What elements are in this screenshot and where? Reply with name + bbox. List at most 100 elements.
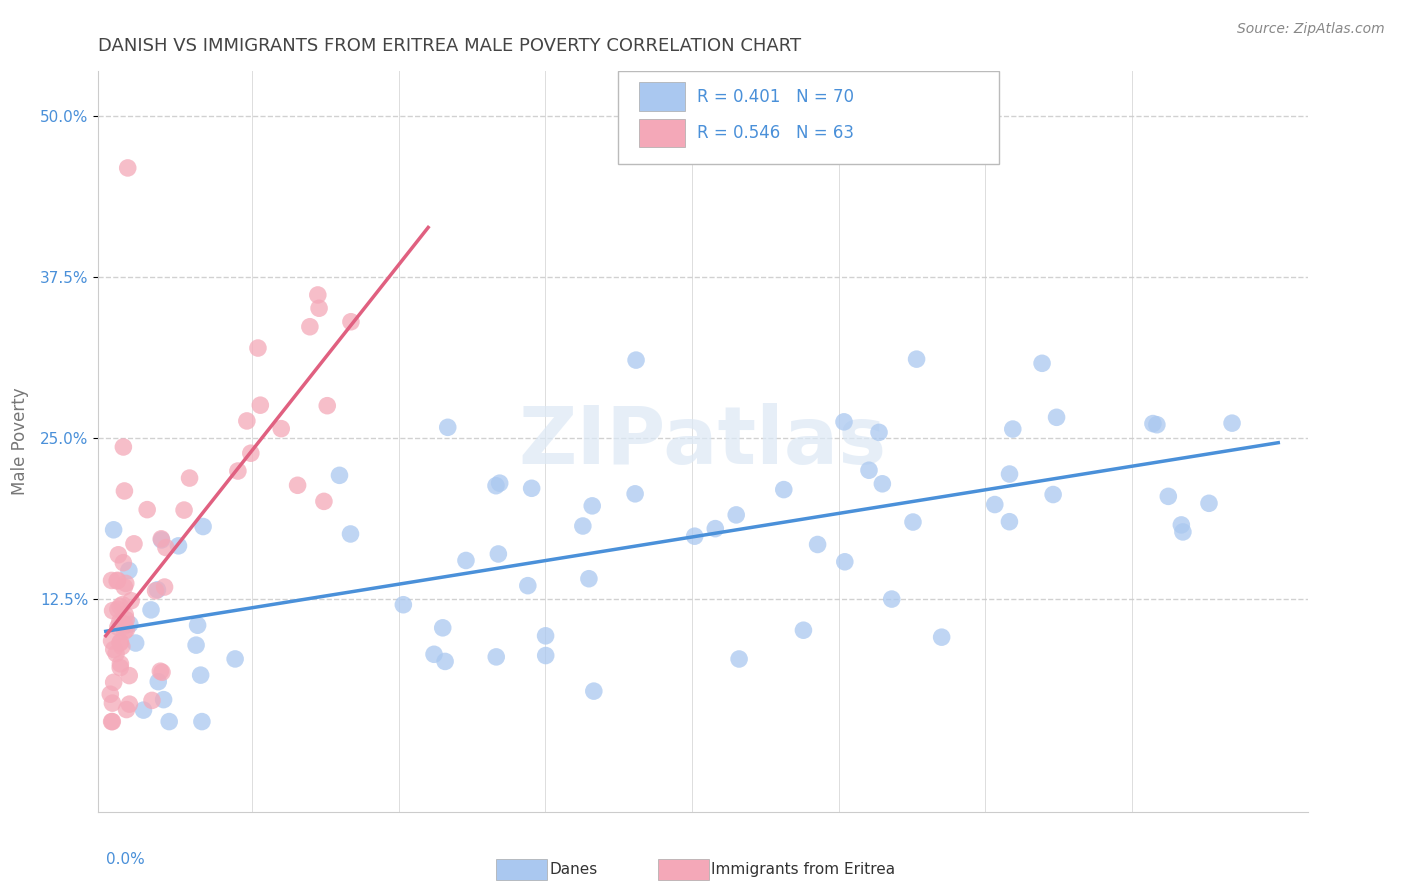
Point [392,598,415,612]
Point [905,352,928,367]
FancyBboxPatch shape [638,119,685,147]
Point [115,623,138,637]
Point [236,414,259,428]
Point [98,687,121,701]
Point [105,647,128,661]
Point [100,634,122,648]
Point [728,652,751,666]
Point [107,548,129,562]
Point [118,668,141,682]
Point [112,440,135,454]
Point [150,532,173,546]
Point [124,636,146,650]
Point [858,463,880,477]
Point [100,574,122,588]
Point [114,607,136,622]
Point [118,697,141,711]
Point [115,702,138,716]
Point [432,621,454,635]
Point [704,522,727,536]
Point [534,629,557,643]
Point [179,471,201,485]
Point [624,353,647,368]
Text: R = 0.546   N = 63: R = 0.546 N = 63 [697,124,853,142]
Point [191,714,214,729]
Point [534,648,557,663]
Point [998,467,1021,481]
Point [108,636,131,650]
Text: Danes: Danes [550,863,598,877]
Point [149,664,172,678]
Point [146,582,169,597]
Point [1171,524,1194,539]
Point [155,541,177,555]
Point [101,714,124,729]
Point [834,555,856,569]
Point [112,483,135,498]
Point [118,564,141,578]
Point [139,603,162,617]
Point [111,598,134,612]
Point [868,425,890,440]
Point [581,499,603,513]
Point [270,422,292,436]
Point [312,494,335,508]
Point [107,620,129,634]
Point [1146,417,1168,432]
Point [984,498,1007,512]
Point [872,476,894,491]
Point [572,519,595,533]
Point [115,613,138,627]
Point [167,539,190,553]
Point [118,617,141,632]
Point [190,668,212,682]
Point [488,476,510,491]
Point [152,692,174,706]
Point [150,665,173,680]
Point [1220,416,1243,430]
Text: R = 0.401   N = 70: R = 0.401 N = 70 [697,87,853,105]
Point [340,315,363,329]
Point [434,655,457,669]
Point [624,487,647,501]
Point [308,301,330,316]
Point [122,537,145,551]
Point [112,619,135,633]
Point [132,703,155,717]
Point [103,642,125,657]
Point [339,527,361,541]
Point [187,618,209,632]
Text: Immigrants from Eritrea: Immigrants from Eritrea [711,863,896,877]
Point [101,604,124,618]
Point [246,341,269,355]
Point [931,630,953,644]
Point [184,638,207,652]
Text: ZIPatlas: ZIPatlas [519,402,887,481]
Point [486,547,509,561]
Point [108,599,131,614]
Point [832,415,855,429]
Point [807,537,830,551]
FancyBboxPatch shape [638,82,685,111]
Point [316,399,339,413]
Point [136,502,159,516]
Point [1157,489,1180,503]
Point [157,714,180,729]
Point [112,580,135,594]
Point [880,592,903,607]
Point [683,529,706,543]
Point [105,574,128,588]
Point [239,446,262,460]
Point [148,674,170,689]
Point [224,652,246,666]
Point [578,572,600,586]
Point [141,693,163,707]
Point [150,533,173,547]
Point [114,617,136,632]
Point [191,519,214,533]
Point [103,675,125,690]
Y-axis label: Male Poverty: Male Poverty [11,388,30,495]
Point [298,319,321,334]
Text: 0.0%: 0.0% [105,853,145,867]
Point [120,593,142,607]
